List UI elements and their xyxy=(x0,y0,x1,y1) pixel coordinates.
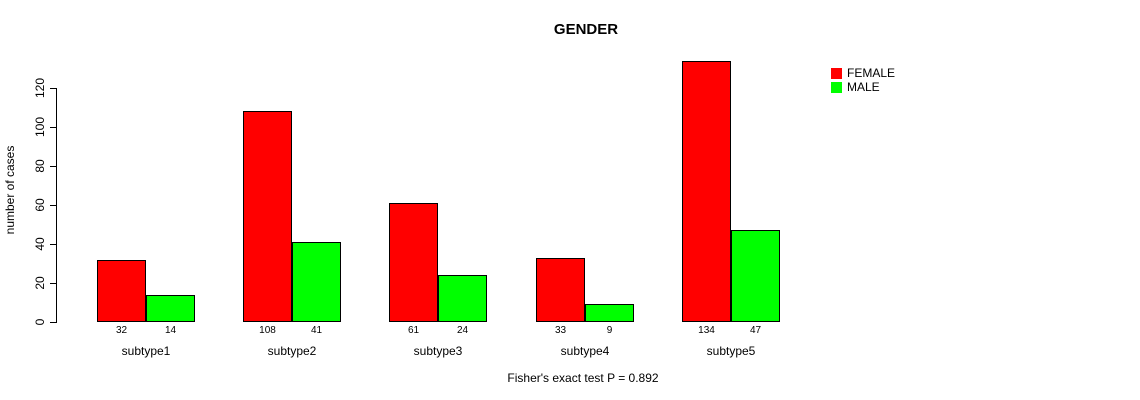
y-axis-line xyxy=(56,88,57,323)
fisher-test-annotation: Fisher's exact test P = 0.892 xyxy=(507,371,659,385)
legend: FEMALE MALE xyxy=(831,66,895,94)
y-tick xyxy=(50,283,56,284)
chart-title: GENDER xyxy=(553,21,619,38)
y-tick xyxy=(50,88,56,89)
y-tick xyxy=(50,322,56,323)
legend-label-male: MALE xyxy=(847,80,880,94)
y-tick-label: 20 xyxy=(33,276,47,290)
bar-female-subtype3 xyxy=(389,203,438,322)
legend-item-male: MALE xyxy=(831,80,895,94)
value-label-female-subtype3: 61 xyxy=(407,325,420,336)
legend-label-female: FEMALE xyxy=(847,66,896,80)
x-category-label-subtype3: subtype3 xyxy=(413,344,463,358)
y-tick xyxy=(50,205,56,206)
bar-female-subtype2 xyxy=(243,111,292,322)
x-category-label-subtype4: subtype4 xyxy=(560,344,610,358)
bar-male-subtype2 xyxy=(292,242,341,322)
value-label-male-subtype2: 41 xyxy=(310,325,323,336)
y-tick-label: 60 xyxy=(33,198,47,212)
value-label-female-subtype1: 32 xyxy=(115,325,128,336)
x-category-label-subtype2: subtype2 xyxy=(267,344,317,358)
bar-female-subtype1 xyxy=(97,260,146,322)
x-category-label-subtype5: subtype5 xyxy=(706,344,756,358)
x-category-label-subtype1: subtype1 xyxy=(121,344,171,358)
bar-male-subtype3 xyxy=(438,275,487,322)
y-tick xyxy=(50,166,56,167)
legend-item-female: FEMALE xyxy=(831,66,895,80)
y-tick-label: 80 xyxy=(33,159,47,173)
female-swatch-icon xyxy=(831,67,842,79)
value-label-female-subtype4: 33 xyxy=(554,325,567,336)
bar-male-subtype1 xyxy=(146,295,195,322)
y-axis-label: number of cases xyxy=(3,145,17,235)
bar-female-subtype5 xyxy=(682,61,731,322)
value-label-male-subtype5: 47 xyxy=(749,325,762,336)
value-label-female-subtype2: 108 xyxy=(259,325,276,336)
value-label-female-subtype5: 134 xyxy=(698,325,715,336)
y-tick-label: 0 xyxy=(33,318,47,326)
y-tick-label: 100 xyxy=(33,116,47,138)
value-label-male-subtype4: 9 xyxy=(606,325,613,336)
y-tick-label: 120 xyxy=(33,77,47,99)
male-swatch-icon xyxy=(831,81,842,93)
bar-male-subtype4 xyxy=(585,304,634,322)
y-tick-label: 40 xyxy=(33,237,47,251)
value-label-male-subtype3: 24 xyxy=(456,325,469,336)
bar-female-subtype4 xyxy=(536,258,585,322)
value-label-male-subtype1: 14 xyxy=(164,325,177,336)
y-tick xyxy=(50,244,56,245)
bar-male-subtype5 xyxy=(731,230,780,322)
y-tick xyxy=(50,127,56,128)
